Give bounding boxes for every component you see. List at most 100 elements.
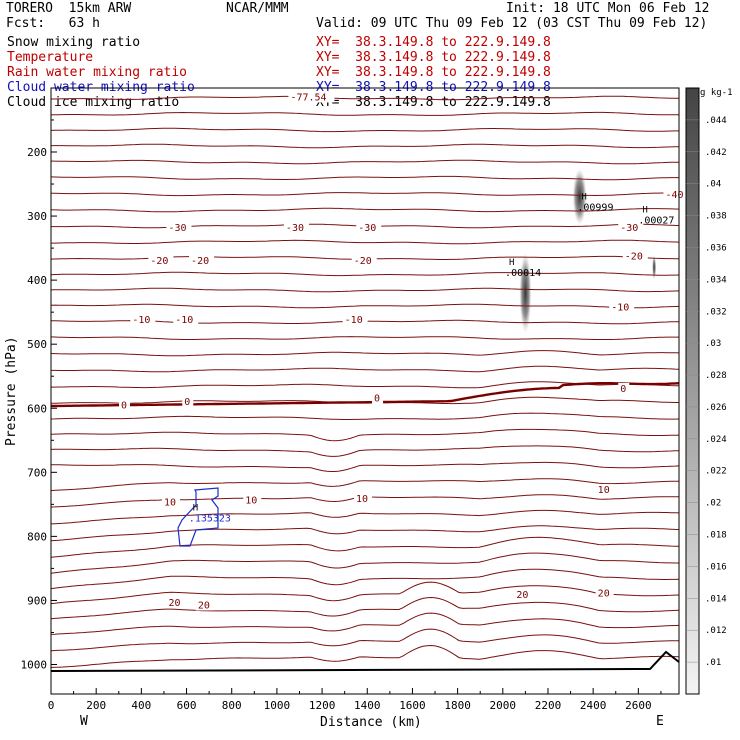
- colorbar-tick-label: .036: [705, 243, 727, 253]
- isotherm-label-bg: [342, 313, 368, 325]
- colorbar-tick-label: .028: [705, 371, 727, 381]
- x-tick-label: 1000: [264, 699, 291, 712]
- x-tick-label: 2200: [535, 699, 562, 712]
- x-tick-label: 2000: [490, 699, 517, 712]
- isotherm-line: [50, 552, 679, 574]
- isotherm-label-bg: [119, 399, 131, 411]
- isotherm-line: [50, 461, 680, 472]
- isotherm-line: [51, 365, 680, 373]
- colorbar-tick-label: .024: [705, 435, 727, 445]
- isotherm-label-bg: [166, 596, 185, 608]
- legend-cloud-water-label: Cloud water mixing ratio: [7, 80, 195, 95]
- y-tick-label: 200: [27, 146, 47, 159]
- shading-area: [652, 255, 657, 280]
- isotherm-label: -77.54: [290, 92, 326, 103]
- init-time: Init: 18 UTC Mon 06 Feb 12: [506, 1, 710, 16]
- forecast-hour: Fcst: 63 h: [6, 16, 100, 31]
- x-axis-east-label: E: [656, 714, 664, 729]
- isotherm-label: -40: [665, 190, 683, 201]
- isotherm-label-bg: [514, 589, 533, 601]
- isotherm-line: [50, 350, 680, 357]
- maximum-value-label: .00027: [638, 215, 674, 226]
- colorbar-tick-label: .04: [705, 180, 721, 190]
- zero-isotherm-line: [51, 382, 680, 408]
- isotherm-line: [50, 175, 679, 181]
- isotherm-label: -20: [191, 256, 209, 267]
- isotherm-label: 0: [620, 384, 626, 395]
- isotherm-label: -30: [286, 223, 304, 234]
- isotherm-line: [51, 95, 679, 101]
- isotherm-line: [51, 143, 680, 149]
- x-tick-label: 200: [86, 699, 106, 712]
- isotherm-label: 20: [598, 588, 610, 599]
- isotherm-label-bg: [609, 301, 635, 313]
- y-tick-label: 700: [27, 466, 47, 479]
- org-label: NCAR/MMM: [226, 1, 289, 16]
- isotherm-label: 20: [198, 600, 210, 611]
- colorbar-tick-label: .01: [705, 658, 721, 668]
- colorbar-tick-label: .032: [705, 307, 727, 317]
- colorbar-tick-label: .022: [705, 467, 727, 477]
- y-tick-label: 500: [27, 338, 47, 351]
- isotherm-line: [50, 111, 679, 116]
- colorbar-scale: [685, 87, 700, 695]
- isotherm-label: 10: [356, 494, 368, 505]
- isotherm-line: [50, 127, 679, 133]
- isotherm-line: [50, 644, 680, 668]
- isotherm-line: [50, 192, 680, 197]
- x-tick-label: 1800: [444, 699, 471, 712]
- colorbar: .01 .012 .014 .016 .018 .02 .022 .024 .026 .028 .0…: [685, 87, 727, 695]
- isotherm-label: -30: [358, 223, 376, 234]
- isotherm-label: 0: [184, 397, 190, 408]
- maximum-value-label: .135323: [189, 513, 231, 524]
- legend-rain-xy: XY= 38.3.149.8 to 222.9.149.8: [316, 65, 551, 80]
- legend-snow-xy: XY= 38.3.149.8 to 222.9.149.8: [316, 35, 551, 50]
- isotherm-label-bg: [351, 254, 377, 266]
- legend-temperature-label: Temperature: [7, 50, 94, 65]
- maximum-marker: H: [193, 503, 198, 513]
- terrain-surface: [50, 650, 680, 672]
- isotherm-line: [50, 509, 680, 525]
- isotherm-label-bg: [189, 254, 215, 266]
- isotherm-label: -10: [345, 315, 363, 326]
- y-tick-label: 900: [27, 594, 47, 607]
- model-title: TORERO 15km ARW: [6, 1, 132, 16]
- x-tick-label: 2400: [580, 699, 607, 712]
- x-tick-label: 1400: [354, 699, 381, 712]
- isotherm-label-bg: [595, 587, 614, 599]
- y-tick-label: 1000: [21, 659, 48, 672]
- isotherm-line: [50, 581, 680, 605]
- x-tick-label: 1600: [399, 699, 426, 712]
- isotherm-label-bg: [130, 313, 156, 325]
- isotherm-line: [50, 428, 680, 442]
- isotherm-label: -30: [168, 223, 186, 234]
- colorbar-tick-label: .02: [705, 499, 721, 509]
- cloud-water-outline: [177, 487, 219, 547]
- isotherm-line: [50, 412, 680, 420]
- axes: 0 200 400 600 800 1000 1200 1400 1600 1800 2000 220…: [21, 119, 662, 712]
- legend-temperature-xy: XY= 38.3.149.8 to 222.9.149.8: [316, 50, 551, 65]
- colorbar-unit: g kg-1: [700, 88, 733, 98]
- isotherm-label: 0: [374, 394, 380, 405]
- isotherm-label: 20: [168, 598, 180, 609]
- isotherm-line: [50, 478, 679, 492]
- isotherm-line: [51, 239, 680, 245]
- isotherm-label-bg: [356, 222, 382, 234]
- y-tick-label: 300: [27, 210, 47, 223]
- contour-labels: -77.54 -40 -30 -30 -30 -30 -20 -20 -20 -20 -10 -10 -…: [119, 91, 689, 611]
- isotherm-label: 0: [121, 401, 127, 412]
- colorbar-tick-label: .016: [705, 562, 727, 572]
- isotherm-label-bg: [195, 599, 214, 611]
- legend-snow-label: Snow mixing ratio: [7, 35, 141, 50]
- x-tick-label: 400: [131, 699, 151, 712]
- x-axis-label: Distance (km): [320, 715, 422, 730]
- colorbar-tick-label: .012: [705, 626, 727, 636]
- terrain-line: [50, 650, 680, 672]
- isotherm-label-bg: [595, 484, 614, 496]
- isotherm-line: [50, 628, 679, 652]
- isotherm-label-bg: [243, 494, 262, 506]
- isotherm-label: -20: [625, 251, 643, 262]
- y-tick-label: 800: [27, 530, 47, 543]
- maximum-marker: H: [642, 205, 647, 215]
